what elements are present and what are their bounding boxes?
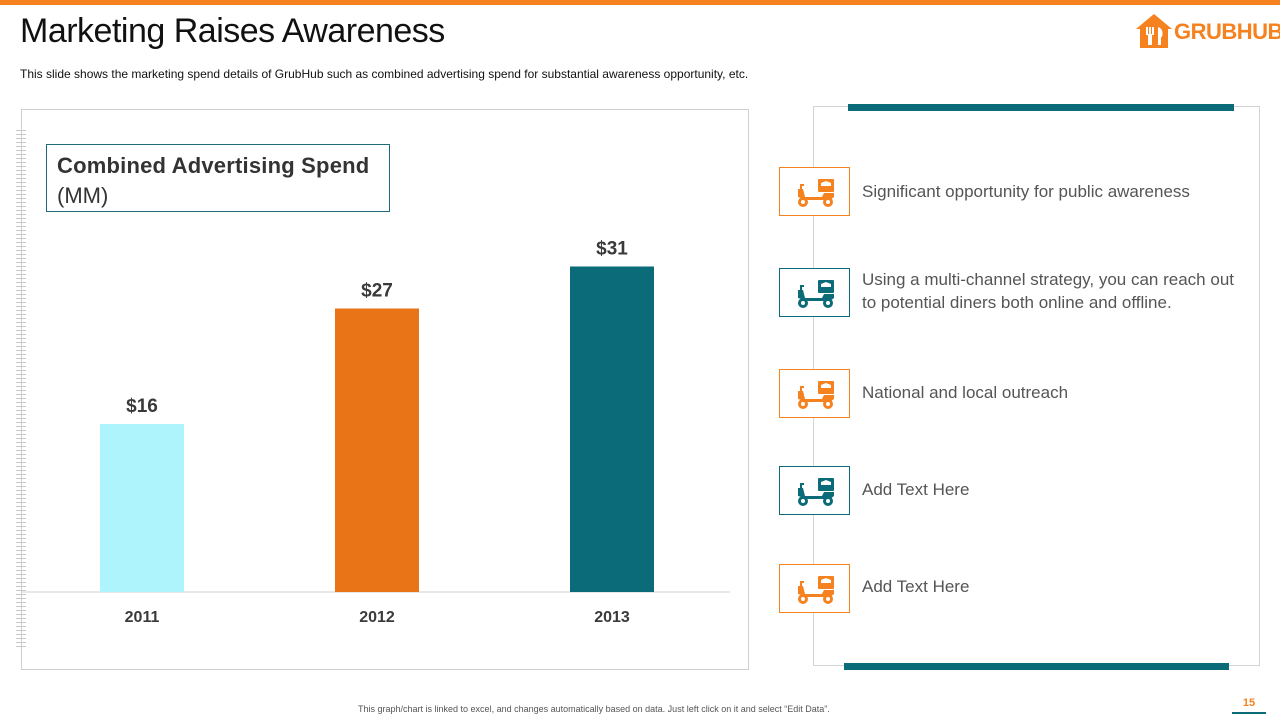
bar-2011[interactable] (100, 424, 184, 592)
data-label-2012: $27 (361, 281, 393, 302)
highlights-panel (813, 106, 1260, 666)
footer-note: This graph/chart is linked to excel, and… (358, 704, 830, 714)
highlight-text: Add Text Here (862, 480, 970, 499)
x-tick-label-2011: 2011 (125, 609, 160, 626)
delivery-scooter-icon (797, 477, 834, 506)
delivery-scooter-icon (797, 178, 834, 207)
x-tick-label-2012: 2012 (359, 609, 395, 626)
data-label-2011: $16 (126, 396, 158, 417)
bar-2013[interactable] (570, 266, 654, 593)
highlight-icon-box (779, 167, 850, 216)
highlight-icon-box (779, 564, 850, 613)
panel-accent-bottom (844, 663, 1229, 670)
delivery-scooter-icon (797, 380, 834, 409)
logo-wordmark: GRUBHUB (1174, 19, 1280, 44)
chart-title: Combined Advertising Spend (57, 153, 370, 178)
chart-unit: (MM) (57, 183, 109, 208)
highlight-icon-box (779, 268, 850, 317)
page-subtitle: This slide shows the marketing spend det… (20, 67, 749, 81)
panel-accent-top (848, 104, 1234, 111)
highlight-text: Add Text Here (862, 577, 970, 596)
highlight-text: Significant opportunity for public aware… (862, 182, 1190, 201)
house-utensils-icon (1136, 14, 1172, 48)
grubhub-logo: GRUBHUB (1134, 11, 1280, 51)
highlight-text: Using a multi-channel strategy, you can … (862, 270, 1234, 312)
slide-ruler (16, 130, 26, 650)
highlight-icon-box (779, 466, 850, 515)
highlight-text: National and local outreach (862, 383, 1069, 402)
page-number: 15 (1232, 697, 1266, 714)
data-label-2013: $31 (596, 239, 628, 260)
highlight-icon-box (779, 369, 850, 418)
top-accent-bar (0, 0, 1280, 5)
x-tick-label-2013: 2013 (594, 609, 630, 626)
delivery-scooter-icon (797, 575, 834, 604)
chart-title-box: Combined Advertising Spend (MM) (46, 144, 390, 212)
bar-2012[interactable] (335, 308, 419, 593)
delivery-scooter-icon (797, 279, 834, 308)
page-title: Marketing Raises Awareness (20, 12, 445, 50)
